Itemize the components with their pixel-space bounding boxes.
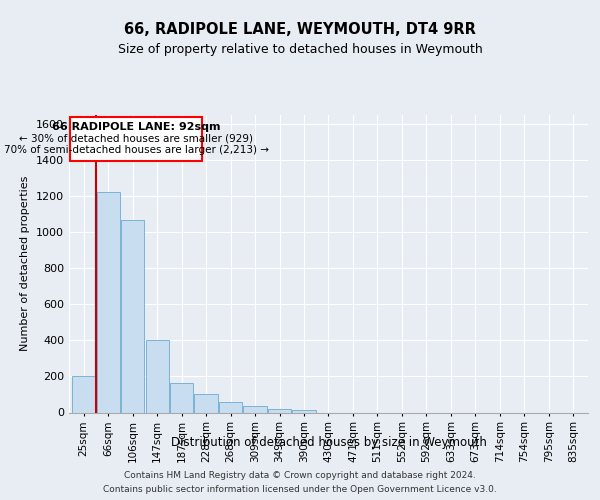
Y-axis label: Number of detached properties: Number of detached properties — [20, 176, 31, 352]
Text: 70% of semi-detached houses are larger (2,213) →: 70% of semi-detached houses are larger (… — [4, 146, 269, 156]
Bar — [146, 340, 169, 412]
Text: 66 RADIPOLE LANE: 92sqm: 66 RADIPOLE LANE: 92sqm — [52, 122, 221, 132]
Bar — [292, 410, 316, 412]
Text: Size of property relative to detached houses in Weymouth: Size of property relative to detached ho… — [118, 42, 482, 56]
Bar — [268, 409, 291, 412]
Bar — [121, 220, 144, 412]
Bar — [244, 406, 266, 412]
Text: ← 30% of detached houses are smaller (929): ← 30% of detached houses are smaller (92… — [19, 134, 253, 144]
Bar — [219, 402, 242, 412]
Bar — [170, 383, 193, 412]
Text: Distribution of detached houses by size in Weymouth: Distribution of detached houses by size … — [171, 436, 487, 449]
Bar — [72, 376, 95, 412]
Text: 66, RADIPOLE LANE, WEYMOUTH, DT4 9RR: 66, RADIPOLE LANE, WEYMOUTH, DT4 9RR — [124, 22, 476, 38]
Bar — [97, 192, 120, 412]
FancyBboxPatch shape — [70, 117, 202, 161]
Bar — [194, 394, 218, 412]
Text: Contains HM Land Registry data © Crown copyright and database right 2024.: Contains HM Land Registry data © Crown c… — [124, 472, 476, 480]
Text: Contains public sector information licensed under the Open Government Licence v3: Contains public sector information licen… — [103, 484, 497, 494]
